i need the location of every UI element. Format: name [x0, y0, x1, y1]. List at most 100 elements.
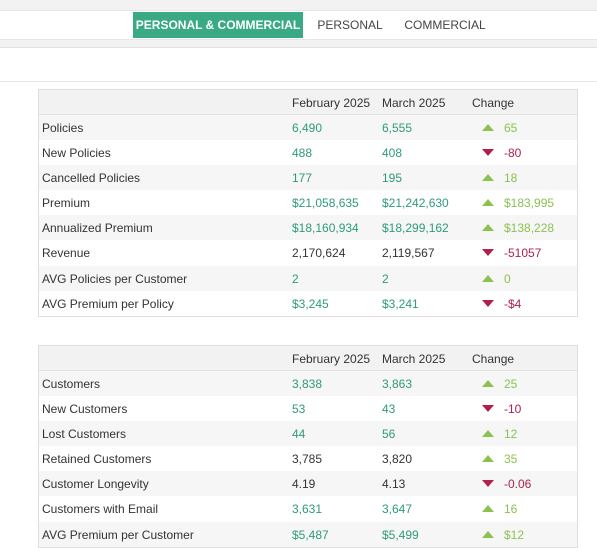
row-label: Policies — [42, 121, 84, 135]
february-value: 3,838 — [292, 377, 323, 391]
row-label: Customers with Email — [42, 502, 159, 517]
row-label: Retained Customers — [42, 452, 152, 467]
march-value: 408 — [382, 146, 403, 161]
trend-down-icon — [482, 149, 494, 157]
trend-down-icon — [482, 299, 494, 307]
row-label: Customers — [42, 377, 101, 391]
table-row: New Customers 53 43 -10 — [39, 396, 577, 421]
february-value: $18,160,934 — [292, 221, 359, 236]
trend-up-icon — [482, 430, 494, 438]
trend-up-icon — [482, 224, 494, 232]
table-header: February 2025 March 2025 Change — [39, 90, 577, 115]
tab-personal-and-commercial[interactable]: PERSONAL & COMMERCIAL — [133, 12, 303, 38]
february-value: 3,631 — [292, 502, 323, 517]
february-value: $21,058,635 — [292, 196, 359, 211]
february-value: 488 — [292, 146, 313, 161]
column-header-march: March 2025 — [382, 352, 446, 366]
tab-strip: PERSONAL & COMMERCIAL PERSONAL COMMERCIA… — [0, 10, 597, 40]
table-row: Retained Customers 3,785 3,820 35 — [39, 446, 577, 471]
row-label: New Customers — [42, 402, 128, 417]
february-value: $3,245 — [292, 296, 329, 311]
table-row: AVG Premium per Customer $5,487 $5,499 $12 — [39, 521, 577, 547]
march-value: 3,863 — [382, 377, 413, 391]
table-body: Policies 6,490 6,555 65 New Policies 488 408 -8… — [39, 115, 577, 316]
trend-up-icon — [482, 455, 494, 463]
policies-comparison-table: February 2025 March 2025 Change Policies… — [38, 89, 578, 317]
trend-down-icon — [482, 249, 494, 257]
change-value: 65 — [504, 121, 518, 135]
row-label: Revenue — [42, 246, 91, 261]
trend-down-icon — [482, 405, 494, 413]
february-value: 53 — [292, 402, 306, 417]
march-value: $21,242,630 — [382, 196, 449, 211]
table-row: New Policies 488 408 -80 — [39, 140, 577, 165]
change-value: $138,228 — [504, 221, 555, 236]
change-value: 35 — [504, 452, 518, 467]
tab-commercial[interactable]: COMMERCIAL — [404, 18, 486, 32]
table-header: February 2025 March 2025 Change — [39, 346, 577, 371]
change-value: -0.06 — [504, 477, 532, 492]
table-row: AVG Premium per Policy $3,245 $3,241 -$4 — [39, 291, 577, 316]
tab-personal[interactable]: PERSONAL — [317, 18, 383, 32]
march-value: 43 — [382, 402, 396, 417]
change-value: 16 — [504, 502, 518, 517]
table-row: Lost Customers 44 56 12 — [39, 421, 577, 447]
column-header-change: Change — [472, 352, 515, 366]
column-header-february: February 2025 — [292, 96, 371, 110]
table-row: Revenue 2,170,624 2,119,567 -51057 — [39, 240, 577, 265]
customers-comparison-table: February 2025 March 2025 Change Customer… — [38, 345, 578, 548]
column-header-change: Change — [472, 96, 515, 110]
march-value: $5,499 — [382, 527, 419, 542]
march-value: 195 — [382, 171, 403, 186]
change-value: 25 — [504, 377, 518, 391]
change-value: -10 — [504, 402, 522, 417]
table-row: AVG Policies per Customer 2 2 0 — [39, 265, 577, 291]
trend-down-icon — [482, 480, 494, 488]
row-label: AVG Policies per Customer — [42, 271, 188, 286]
table-row: Cancelled Policies 177 195 18 — [39, 165, 577, 191]
march-value: 3,647 — [382, 502, 413, 517]
february-value: 177 — [292, 171, 313, 186]
change-value: 18 — [504, 171, 518, 186]
february-value: 2 — [292, 271, 299, 286]
table-row: Premium $21,058,635 $21,242,630 $183,995 — [39, 190, 577, 215]
row-label: New Policies — [42, 146, 111, 161]
trend-up-icon — [482, 380, 494, 387]
row-label: Cancelled Policies — [42, 171, 141, 186]
change-value: $12 — [504, 527, 525, 542]
change-value: $183,995 — [504, 196, 555, 211]
march-value: 3,820 — [382, 452, 413, 467]
row-label: AVG Premium per Customer — [42, 527, 194, 542]
march-value: 2 — [382, 271, 389, 286]
row-label: Premium — [42, 196, 91, 211]
row-label: AVG Premium per Policy — [42, 296, 174, 311]
february-value: 3,785 — [292, 452, 323, 467]
column-header-february: February 2025 — [292, 352, 371, 366]
change-value: -51057 — [504, 246, 542, 261]
change-value: -$4 — [504, 296, 522, 311]
segment-tab-bar: PERSONAL & COMMERCIAL PERSONAL COMMERCIA… — [0, 0, 597, 48]
trend-up-icon — [482, 174, 494, 182]
march-value: 6,555 — [382, 121, 413, 135]
march-value: 56 — [382, 427, 396, 442]
row-label: Annualized Premium — [42, 221, 153, 236]
february-value: $5,487 — [292, 527, 329, 542]
change-value: -80 — [504, 146, 522, 161]
table-row: Customer Longevity 4.19 4.13 -0.06 — [39, 471, 577, 497]
row-label: Lost Customers — [42, 427, 127, 442]
february-value: 2,170,624 — [292, 246, 346, 261]
row-label: Customer Longevity — [42, 477, 149, 492]
march-value: 2,119,567 — [382, 246, 435, 261]
trend-up-icon — [482, 530, 494, 538]
column-header-march: March 2025 — [382, 96, 446, 110]
march-value: 4.13 — [382, 477, 406, 492]
trend-up-icon — [482, 505, 494, 513]
table-body: Customers 3,838 3,863 25 New Customers 53 43 -1… — [39, 371, 577, 547]
table-row: Annualized Premium $18,160,934 $18,299,162… — [39, 215, 577, 241]
change-value: 0 — [504, 271, 511, 286]
table-row: Customers with Email 3,631 3,647 16 — [39, 496, 577, 521]
february-value: 4.19 — [292, 477, 316, 492]
toolbar-strip — [0, 48, 597, 82]
trend-up-icon — [482, 199, 494, 207]
trend-up-icon — [482, 274, 494, 282]
